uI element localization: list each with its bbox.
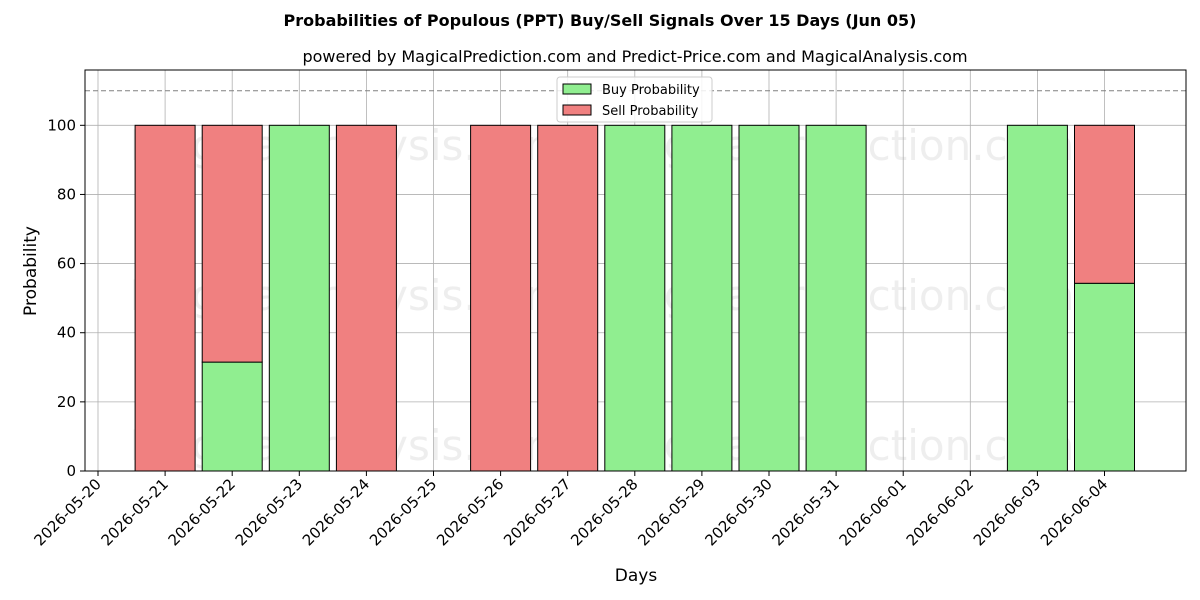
x-tick-label: 2026-06-01 <box>836 475 910 549</box>
x-tick-label: 2026-05-24 <box>299 475 373 549</box>
x-tick-label: 2026-05-29 <box>634 475 708 549</box>
buy-bar <box>1074 282 1135 472</box>
sell-bar <box>201 124 263 363</box>
y-axis-ticks: 0 20 40 60 80 100 <box>47 116 85 480</box>
sell-bar <box>537 124 599 472</box>
sell-bar <box>134 124 196 472</box>
bars <box>134 124 1135 472</box>
y-tick-label: 60 <box>57 255 76 273</box>
x-tick-label: 2026-05-22 <box>165 475 239 549</box>
buy-bar <box>738 124 800 472</box>
buy-bar <box>201 361 263 472</box>
buy-bar <box>805 124 867 472</box>
sell-bar <box>1074 124 1135 284</box>
x-tick-label: 2026-05-31 <box>769 475 843 549</box>
legend-label-sell: Sell Probability <box>602 104 699 119</box>
sell-bar <box>470 124 532 472</box>
y-tick-label: 40 <box>57 324 76 342</box>
legend: Buy Probability Sell Probability <box>556 76 713 123</box>
x-tick-label: 2026-06-04 <box>1037 475 1111 549</box>
plot-frame <box>84 69 1187 472</box>
y-tick-label: 20 <box>57 393 76 411</box>
legend-swatch-buy <box>562 83 592 95</box>
y-tick-label: 80 <box>57 185 76 203</box>
buy-bar <box>671 124 733 472</box>
x-tick-label: 2026-06-03 <box>970 475 1044 549</box>
legend-box <box>556 76 713 123</box>
sell-bar <box>335 124 397 472</box>
x-tick-label: 2026-05-26 <box>433 475 507 549</box>
buy-bar <box>1006 124 1068 472</box>
buy-bar <box>268 124 330 472</box>
legend-label-buy: Buy Probability <box>602 83 700 98</box>
x-tick-label: 2026-05-30 <box>701 475 775 549</box>
x-tick-label: 2026-05-25 <box>366 475 440 549</box>
x-tick-label: 2026-05-28 <box>567 475 641 549</box>
x-axis-label: Days <box>615 566 658 586</box>
x-axis-ticks: 2026-05-202026-05-212026-05-222026-05-23… <box>30 471 1111 549</box>
x-tick-label: 2026-06-02 <box>903 475 977 549</box>
y-tick-label: 100 <box>47 116 76 134</box>
y-axis-label: Probability <box>21 226 41 316</box>
chart-title: Probabilities of Populous (PPT) Buy/Sell… <box>284 11 917 30</box>
chart-subtitle: powered by MagicalPrediction.com and Pre… <box>302 47 967 66</box>
x-tick-label: 2026-05-27 <box>500 475 574 549</box>
x-tick-label: 2026-05-20 <box>30 475 104 549</box>
x-tick-label: 2026-05-21 <box>98 475 172 549</box>
buy-bar <box>604 124 666 472</box>
legend-swatch-sell <box>562 104 592 116</box>
x-tick-label: 2026-05-23 <box>232 475 306 549</box>
y-tick-label: 0 <box>66 462 76 480</box>
